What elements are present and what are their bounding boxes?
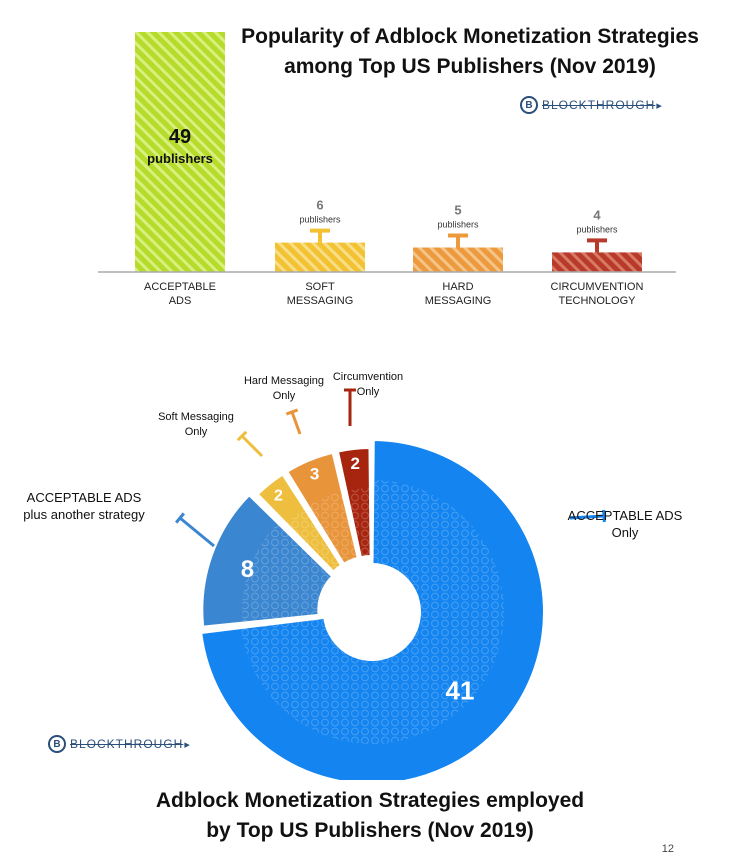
bar-category-label: ACCEPTABLE ADS (144, 281, 216, 307)
donut-callout-label: Circumvention Only (333, 371, 403, 398)
bar-chart-title-line-1: Popularity of Adblock Monetization Strat… (241, 25, 699, 48)
donut-callout-label: ACCEPTABLE ADS Only (568, 508, 683, 540)
page-number: 12 (661, 843, 674, 855)
blockthrough-logo-bottom: B BLOCKTHROUGH ▸ (48, 735, 190, 753)
blockthrough-logo-top: B BLOCKTHROUGH ▸ (520, 96, 662, 114)
donut-callout-label: ACCEPTABLE ADS plus another strategy (23, 490, 145, 522)
donut-slice-4 (336, 447, 372, 559)
bar-chart-title: Popularity of Adblock Monetization Strat… (200, 22, 740, 82)
donut-slice-2 (256, 473, 343, 573)
bar-value-label: 49 (169, 126, 191, 148)
donut-callout-label: Hard Messaging Only (244, 375, 324, 402)
bar-unit-label: publishers (576, 224, 618, 234)
bar-0 (135, 32, 225, 272)
blockthrough-logo-text: BLOCKTHROUGH (542, 98, 656, 112)
donut-hole (325, 565, 419, 659)
bar-category-label: HARD MESSAGING (424, 281, 492, 307)
donut-callout-pin (344, 388, 356, 426)
bar-unit-label: publishers (437, 220, 479, 230)
donut-value-label: 2 (274, 487, 283, 504)
donut-chart-title-line-2: by Top US Publishers (Nov 2019) (206, 819, 534, 842)
donut-chart-title: Adblock Monetization Strategies employed… (100, 786, 640, 846)
bar-unit-label: publishers (299, 215, 341, 225)
donut-chart: 41 ACCEPTABLE ADS Only 8 ACCEPTABLE ADS plus … (23, 371, 683, 780)
blockthrough-logo-mark: B (48, 735, 66, 753)
bar-value-label: 6 (316, 198, 323, 213)
bar-2 (413, 247, 503, 272)
bar-3 (552, 252, 642, 272)
donut-value-label: 3 (310, 464, 319, 483)
blockthrough-logo-text: BLOCKTHROUGH (70, 737, 184, 751)
bar-chart: 49 publishers 6 publishers 5 publishers 4 publi… (98, 32, 676, 273)
donut-callout-label: Soft Messaging Only (158, 411, 234, 438)
bar-unit-label: publishers (147, 151, 213, 166)
donut-slice-3 (285, 451, 359, 566)
bar-value-label: 4 (593, 207, 601, 222)
blockthrough-logo-mark: B (520, 96, 538, 114)
bar-marker-3 (587, 238, 607, 253)
donut-value-label: 41 (446, 676, 475, 706)
bar-value-label: 5 (454, 203, 461, 218)
donut-chart-title-line-1: Adblock Monetization Strategies employed (155, 789, 585, 812)
bar-1 (275, 242, 365, 272)
bar-marker-2 (448, 233, 468, 248)
bar-category-label: SOFT MESSAGING (286, 281, 354, 307)
logo-arrow-icon: ▸ (184, 738, 190, 751)
bar-category-label: CIRCUMVENTION TECHNOLOGY (550, 281, 644, 307)
donut-value-label: 2 (350, 454, 359, 473)
donut-value-label: 8 (241, 556, 254, 583)
bar-marker-1 (310, 228, 330, 243)
donut-callout-pin (569, 509, 606, 523)
logo-arrow-icon: ▸ (656, 99, 662, 112)
donut-callout-pin (285, 408, 302, 435)
donut-slice-1 (201, 493, 334, 628)
donut-slice-0 (200, 438, 545, 780)
donut-callout-pin (175, 512, 215, 548)
donut-callout-pin (236, 430, 264, 458)
bar-chart-title-line-2: among Top US Publishers (Nov 2019) (284, 55, 656, 78)
